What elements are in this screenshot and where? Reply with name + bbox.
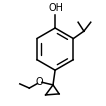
Text: O: O (36, 77, 43, 87)
Text: OH: OH (49, 3, 64, 13)
